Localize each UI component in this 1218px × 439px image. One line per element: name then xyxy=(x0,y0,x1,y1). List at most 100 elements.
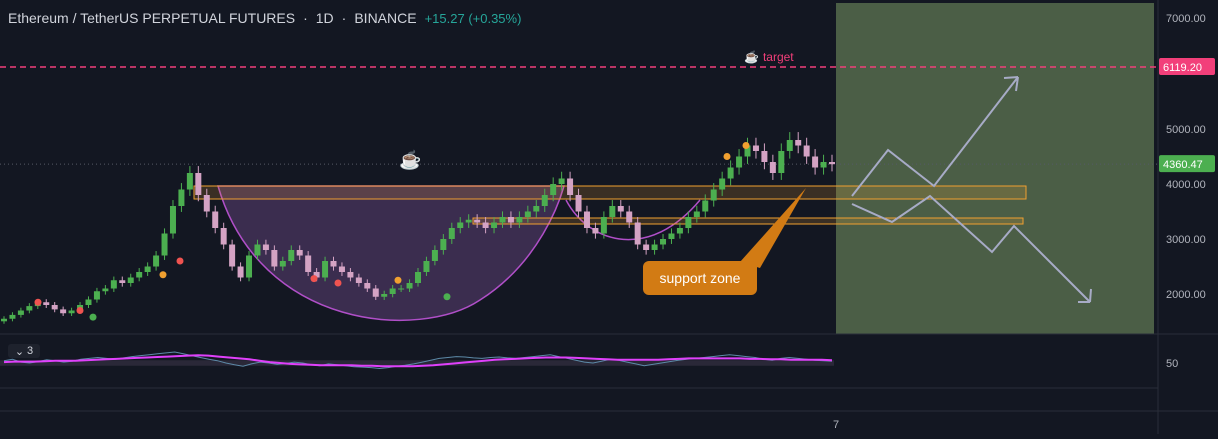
candle-body xyxy=(778,151,785,173)
candle-body xyxy=(17,310,24,315)
candle-body xyxy=(736,156,743,168)
candle-body xyxy=(93,291,100,300)
candle-body xyxy=(660,239,667,245)
candle-body xyxy=(685,217,692,228)
bearish-arrowhead xyxy=(1078,288,1092,303)
header-separator: · xyxy=(341,10,347,26)
candle-body xyxy=(575,195,582,212)
candle-body xyxy=(541,195,548,206)
candle-body xyxy=(398,288,405,290)
candles-group xyxy=(1,132,835,324)
candle-body xyxy=(829,162,835,165)
candle-body xyxy=(212,211,219,228)
candle-body xyxy=(161,233,168,256)
candle-body xyxy=(719,178,726,190)
current-price-label: 4360.47 xyxy=(1163,159,1203,171)
signal-dot xyxy=(310,275,318,283)
candle-body xyxy=(262,244,269,250)
candle-body xyxy=(220,228,227,245)
signal-dot xyxy=(159,271,167,279)
current-price-badge xyxy=(1159,155,1215,173)
candle-body xyxy=(229,244,236,267)
candle-body xyxy=(305,255,312,272)
target-annotation: ☕ target xyxy=(744,49,794,65)
candle-body xyxy=(254,244,261,256)
signal-dot xyxy=(89,313,97,321)
candle-body xyxy=(710,189,717,201)
cup-annotation-icon: ☕ xyxy=(399,150,422,170)
candle-body xyxy=(600,217,607,234)
support-zone-callout: support zone xyxy=(643,261,757,295)
candle-body xyxy=(693,211,700,217)
signal-dot xyxy=(334,279,342,287)
candle-body xyxy=(533,206,540,212)
price-tick-label: 7000.00 xyxy=(1166,13,1206,25)
signal-dot xyxy=(176,257,184,265)
candle-body xyxy=(144,266,151,272)
candle-body xyxy=(820,162,827,168)
candle-body xyxy=(744,145,751,157)
candle-body xyxy=(203,195,210,212)
price-tick-label: 2000.00 xyxy=(1166,289,1206,301)
candle-body xyxy=(372,288,379,297)
header-separator: · xyxy=(303,10,308,26)
candle-body xyxy=(592,228,599,234)
signal-dot xyxy=(443,293,451,301)
interval-label[interactable]: 1D xyxy=(315,10,334,26)
candle-body xyxy=(296,250,303,256)
candle-body xyxy=(110,280,117,289)
price-tick-label: 5000.00 xyxy=(1166,124,1206,136)
candle-body xyxy=(727,167,734,179)
candle-body xyxy=(499,217,506,223)
candle-body xyxy=(153,255,160,267)
candle-body xyxy=(338,266,345,272)
bullish-forecast-path xyxy=(851,76,1019,197)
price-tick-label: 3000.00 xyxy=(1166,234,1206,246)
candle-body xyxy=(465,219,472,223)
candle-body xyxy=(237,266,244,278)
candle-body xyxy=(558,178,565,184)
candle-body xyxy=(634,222,641,245)
signal-dot xyxy=(742,142,750,149)
candle-body xyxy=(288,250,295,261)
price-change: +15.27 (+0.35%) xyxy=(424,10,522,26)
callout-pointer xyxy=(740,188,806,268)
candle-body xyxy=(769,162,776,173)
candle-body xyxy=(330,261,337,267)
candle-body xyxy=(136,272,143,278)
candle-body xyxy=(702,200,709,212)
candle-body xyxy=(178,189,185,206)
support-zone-lower xyxy=(472,217,1024,225)
candle-body xyxy=(803,145,810,157)
candle-body xyxy=(609,206,616,217)
signal-dot xyxy=(394,276,402,284)
candle-body xyxy=(516,217,523,223)
candle-body xyxy=(752,145,759,151)
candle-body xyxy=(651,244,658,250)
candle-body xyxy=(626,211,633,223)
rsi-level-label: 50 xyxy=(1166,358,1178,370)
candle-body xyxy=(246,255,253,278)
candle-body xyxy=(676,228,683,234)
symbol-name[interactable]: Ethereum / TetherUS PERPETUAL FUTURES xyxy=(8,10,296,26)
candle-body xyxy=(102,288,109,292)
time-axis-label: 7 xyxy=(833,419,839,431)
signal-dot xyxy=(34,298,42,306)
candle-body xyxy=(491,222,498,228)
candle-body xyxy=(406,283,413,289)
candle-body xyxy=(474,219,481,223)
candle-body xyxy=(169,206,176,234)
candle-body xyxy=(9,314,16,319)
candle-body xyxy=(507,217,514,223)
candle-body xyxy=(119,280,126,283)
forecast-area xyxy=(836,3,1154,334)
bullish-arrowhead xyxy=(1003,76,1019,92)
coffee-icon: ☕ xyxy=(744,50,759,64)
candle-body xyxy=(381,294,388,297)
indicator-count: 3 xyxy=(27,345,34,357)
candle-body xyxy=(431,250,438,261)
indicator-collapse-toggle[interactable]: ⌄ 3 xyxy=(8,344,40,358)
signal-dot xyxy=(723,153,731,160)
